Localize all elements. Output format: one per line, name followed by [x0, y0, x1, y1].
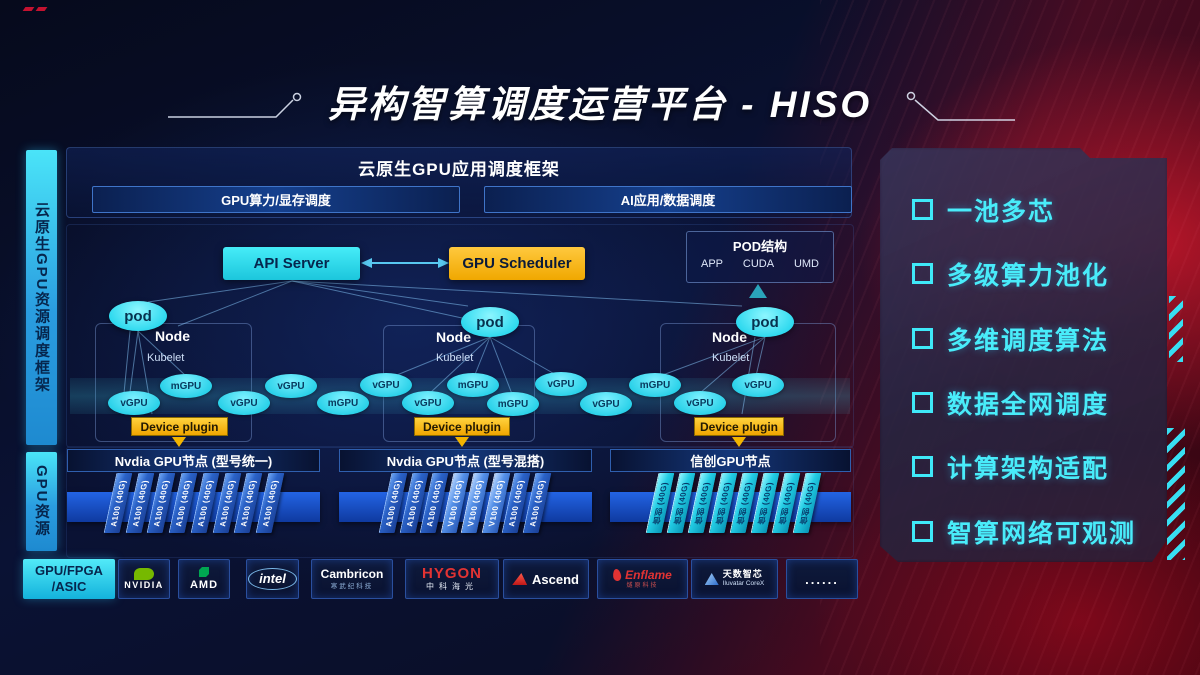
- feature-item: 多维调度算法: [912, 321, 1109, 357]
- vgpu-ellipse: vGPU: [732, 373, 784, 397]
- square-bullet-icon: [912, 199, 933, 220]
- feature-text: 智算网络可观测: [947, 520, 1137, 548]
- hazard-stripes-decoration: [1169, 296, 1183, 362]
- intel-logo: intel: [248, 568, 297, 590]
- scheduling-framework-title: 云原生GPU应用调度框架: [358, 160, 560, 179]
- mgpu-ellipse: mGPU: [160, 374, 212, 398]
- pod-structure-title: POD结构: [732, 239, 788, 254]
- device-plugin-3: Device plugin: [694, 417, 784, 436]
- device-plugin-arrow-2: [455, 437, 469, 447]
- pod-ellipse-3: pod: [736, 307, 794, 337]
- mgpu-ellipse: mGPU: [317, 391, 369, 415]
- device-plugin-arrow-1: [172, 437, 186, 447]
- vendor-tile-enflame: Enflame 燧原科技: [597, 559, 688, 599]
- vendor-tile-amd: AMD: [178, 559, 230, 599]
- amd-logo-icon: [199, 566, 209, 577]
- feature-text: 多级算力池化: [947, 262, 1110, 290]
- kubelet-label-3: Kubelet: [712, 352, 750, 364]
- vendor-tile-nvidia: NVIDIA: [118, 559, 170, 599]
- nvidia-eye-icon: [133, 567, 154, 580]
- gpu-group-header-3: 信创GPU节点: [610, 449, 851, 472]
- bar-ai-app-data-scheduling: AI应用/数据调度: [484, 186, 852, 213]
- square-bullet-icon: [912, 392, 933, 413]
- vgpu-ellipse: vGPU: [402, 391, 454, 415]
- feature-item: 一池多芯: [912, 192, 1055, 228]
- vendor-tile-more: ......: [786, 559, 858, 599]
- device-plugin-arrow-3: [732, 437, 746, 447]
- iluvatar-logo-icon: [704, 573, 719, 585]
- enflame-flame-icon: [612, 568, 622, 582]
- pod-structure-item-cuda: CUDA: [742, 258, 775, 270]
- pod-structure-box: POD结构 APP CUDA UMD: [686, 231, 834, 283]
- node-label-1: Node: [155, 328, 190, 344]
- feature-item: 多级算力池化: [912, 256, 1109, 292]
- red-tick-decoration: [22, 7, 35, 11]
- mgpu-ellipse: mGPU: [487, 392, 539, 416]
- feature-text: 多维调度算法: [947, 327, 1110, 355]
- feature-item: 计算架构适配: [912, 449, 1109, 485]
- node-section-container: [66, 224, 854, 448]
- gpu-group-header-1: Nvdia GPU节点 (型号统一): [67, 449, 320, 472]
- red-tick-decoration: [35, 7, 48, 11]
- vgpu-ellipse: vGPU: [674, 391, 726, 415]
- square-bullet-icon: [912, 521, 933, 542]
- bar-gpu-compute-vram-scheduling: GPU算力/显存调度: [92, 186, 460, 213]
- vendor-tile-cambricon: Cambricon 寒武纪科技: [311, 559, 393, 599]
- gpu-fpga-asic-line2: /ASIC: [51, 579, 87, 594]
- feature-item: 数据全网调度: [912, 385, 1109, 421]
- sidebar-label-cloud-native-gpu-framework: 云原生GPU资源调度框架: [26, 150, 57, 445]
- kubelet-label-2: Kubelet: [436, 352, 474, 364]
- feature-item: 智算网络可观测: [912, 514, 1136, 550]
- node-label-2: Node: [436, 329, 471, 345]
- vgpu-ellipse: vGPU: [360, 373, 412, 397]
- vgpu-ellipse: vGPU: [265, 374, 317, 398]
- vendor-tile-ascend: Ascend: [503, 559, 589, 599]
- pod-structure-item-umd: UMD: [793, 258, 819, 270]
- vgpu-ellipse: vGPU: [580, 392, 632, 416]
- pod-structure-item-app: APP: [701, 258, 724, 270]
- device-plugin-2: Device plugin: [414, 417, 510, 436]
- gpu-scheduler-box: GPU Scheduler: [449, 247, 585, 280]
- device-plugin-1: Device plugin: [131, 417, 228, 436]
- feature-text: 数据全网调度: [947, 391, 1110, 419]
- square-bullet-icon: [912, 328, 933, 349]
- api-server-box: API Server: [223, 247, 360, 280]
- vendor-tile-iluvatar: 天数智芯 Iluvatar CoreX: [691, 559, 778, 599]
- vgpu-ellipse: vGPU: [108, 391, 160, 415]
- mgpu-ellipse: mGPU: [629, 373, 681, 397]
- pod-ellipse-2: pod: [461, 307, 519, 337]
- vgpu-ellipse: vGPU: [218, 391, 270, 415]
- vendor-tile-intel: intel: [246, 559, 299, 599]
- ascend-logo-icon: [512, 573, 529, 585]
- pod-ellipse-1: pod: [109, 301, 167, 331]
- sidebar-label-gpu-resource: GPU资源: [26, 452, 57, 551]
- gpu-group-header-2: Nvdia GPU节点 (型号混搭): [339, 449, 592, 472]
- mgpu-ellipse: mGPU: [447, 373, 499, 397]
- hazard-stripes-decoration: [1167, 428, 1185, 560]
- square-bullet-icon: [912, 456, 933, 477]
- feature-text: 计算架构适配: [947, 455, 1110, 483]
- pod-to-podstructure-arrow: [749, 284, 767, 298]
- feature-panel: 一池多芯多级算力池化 多维调度算法 数据全网调度 计算架构适配 智算网络可观测: [880, 148, 1167, 562]
- gpu-fpga-asic-line1: GPU/FPGA: [35, 562, 103, 578]
- gpu-fpga-asic-label: GPU/FPGA /ASIC: [23, 559, 115, 599]
- vgpu-ellipse: vGPU: [535, 372, 587, 396]
- kubelet-label-1: Kubelet: [147, 352, 185, 364]
- feature-text: 一池多芯: [947, 198, 1056, 226]
- page-title: 异构智算调度运营平台 - HISO: [327, 84, 873, 125]
- square-bullet-icon: [912, 263, 933, 284]
- vendor-tile-hygon: HYGON 中科海光: [405, 559, 499, 599]
